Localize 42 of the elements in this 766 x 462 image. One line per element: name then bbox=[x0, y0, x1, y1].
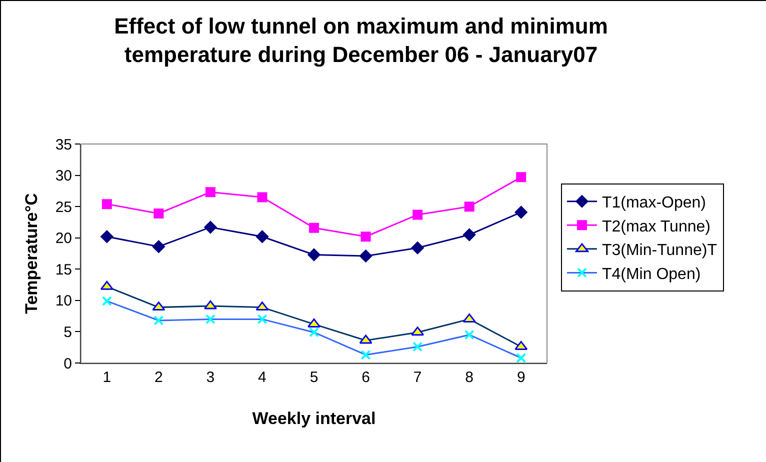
point bbox=[256, 230, 268, 243]
point bbox=[516, 172, 526, 182]
y-tick-label: 0 bbox=[64, 355, 72, 372]
y-axis-title: Temperature°C bbox=[22, 193, 41, 314]
legend-label: T2(max Tunne) bbox=[602, 218, 710, 236]
point bbox=[154, 208, 164, 218]
point bbox=[102, 199, 112, 210]
legend-label: T4(Min Open) bbox=[602, 266, 701, 283]
x-tick-label: 1 bbox=[102, 369, 112, 386]
y-tick-label: 25 bbox=[55, 198, 72, 216]
point bbox=[411, 242, 424, 254]
y-tick-label: 15 bbox=[55, 261, 72, 278]
point bbox=[308, 248, 320, 261]
point bbox=[463, 228, 476, 241]
point bbox=[205, 187, 216, 198]
x-tick-label: 6 bbox=[362, 369, 370, 386]
y-tick-label: 10 bbox=[55, 292, 72, 310]
point bbox=[257, 192, 268, 202]
legend-label: T3(Min-Tunne)T bbox=[602, 242, 718, 260]
y-tick-label: 35 bbox=[55, 136, 72, 154]
y-tick-label: 30 bbox=[55, 168, 72, 185]
point bbox=[204, 221, 217, 234]
x-tick-label: 7 bbox=[413, 369, 422, 386]
x-tick-label: 3 bbox=[206, 369, 215, 386]
x-tick-label: 8 bbox=[465, 369, 474, 386]
y-tick-label: 5 bbox=[64, 324, 72, 341]
point bbox=[464, 202, 474, 212]
point bbox=[152, 240, 165, 253]
point bbox=[412, 210, 423, 220]
chart-title: Effect of low tunnel on maximum and minimum temperature during December 06 - January07 bbox=[114, 13, 608, 67]
y-tick-label: 20 bbox=[55, 230, 72, 248]
x-tick-label: 2 bbox=[154, 369, 163, 386]
point bbox=[360, 250, 372, 262]
x-tick-label: 4 bbox=[258, 369, 266, 386]
point bbox=[309, 222, 319, 233]
point bbox=[514, 206, 528, 218]
x-tick-label: 9 bbox=[516, 369, 526, 386]
legend-label: T1(max-Open) bbox=[602, 194, 706, 212]
x-tick-label: 5 bbox=[310, 369, 318, 386]
point bbox=[100, 230, 114, 243]
point bbox=[360, 232, 371, 242]
x-axis-title: Weekly interval bbox=[252, 409, 376, 428]
